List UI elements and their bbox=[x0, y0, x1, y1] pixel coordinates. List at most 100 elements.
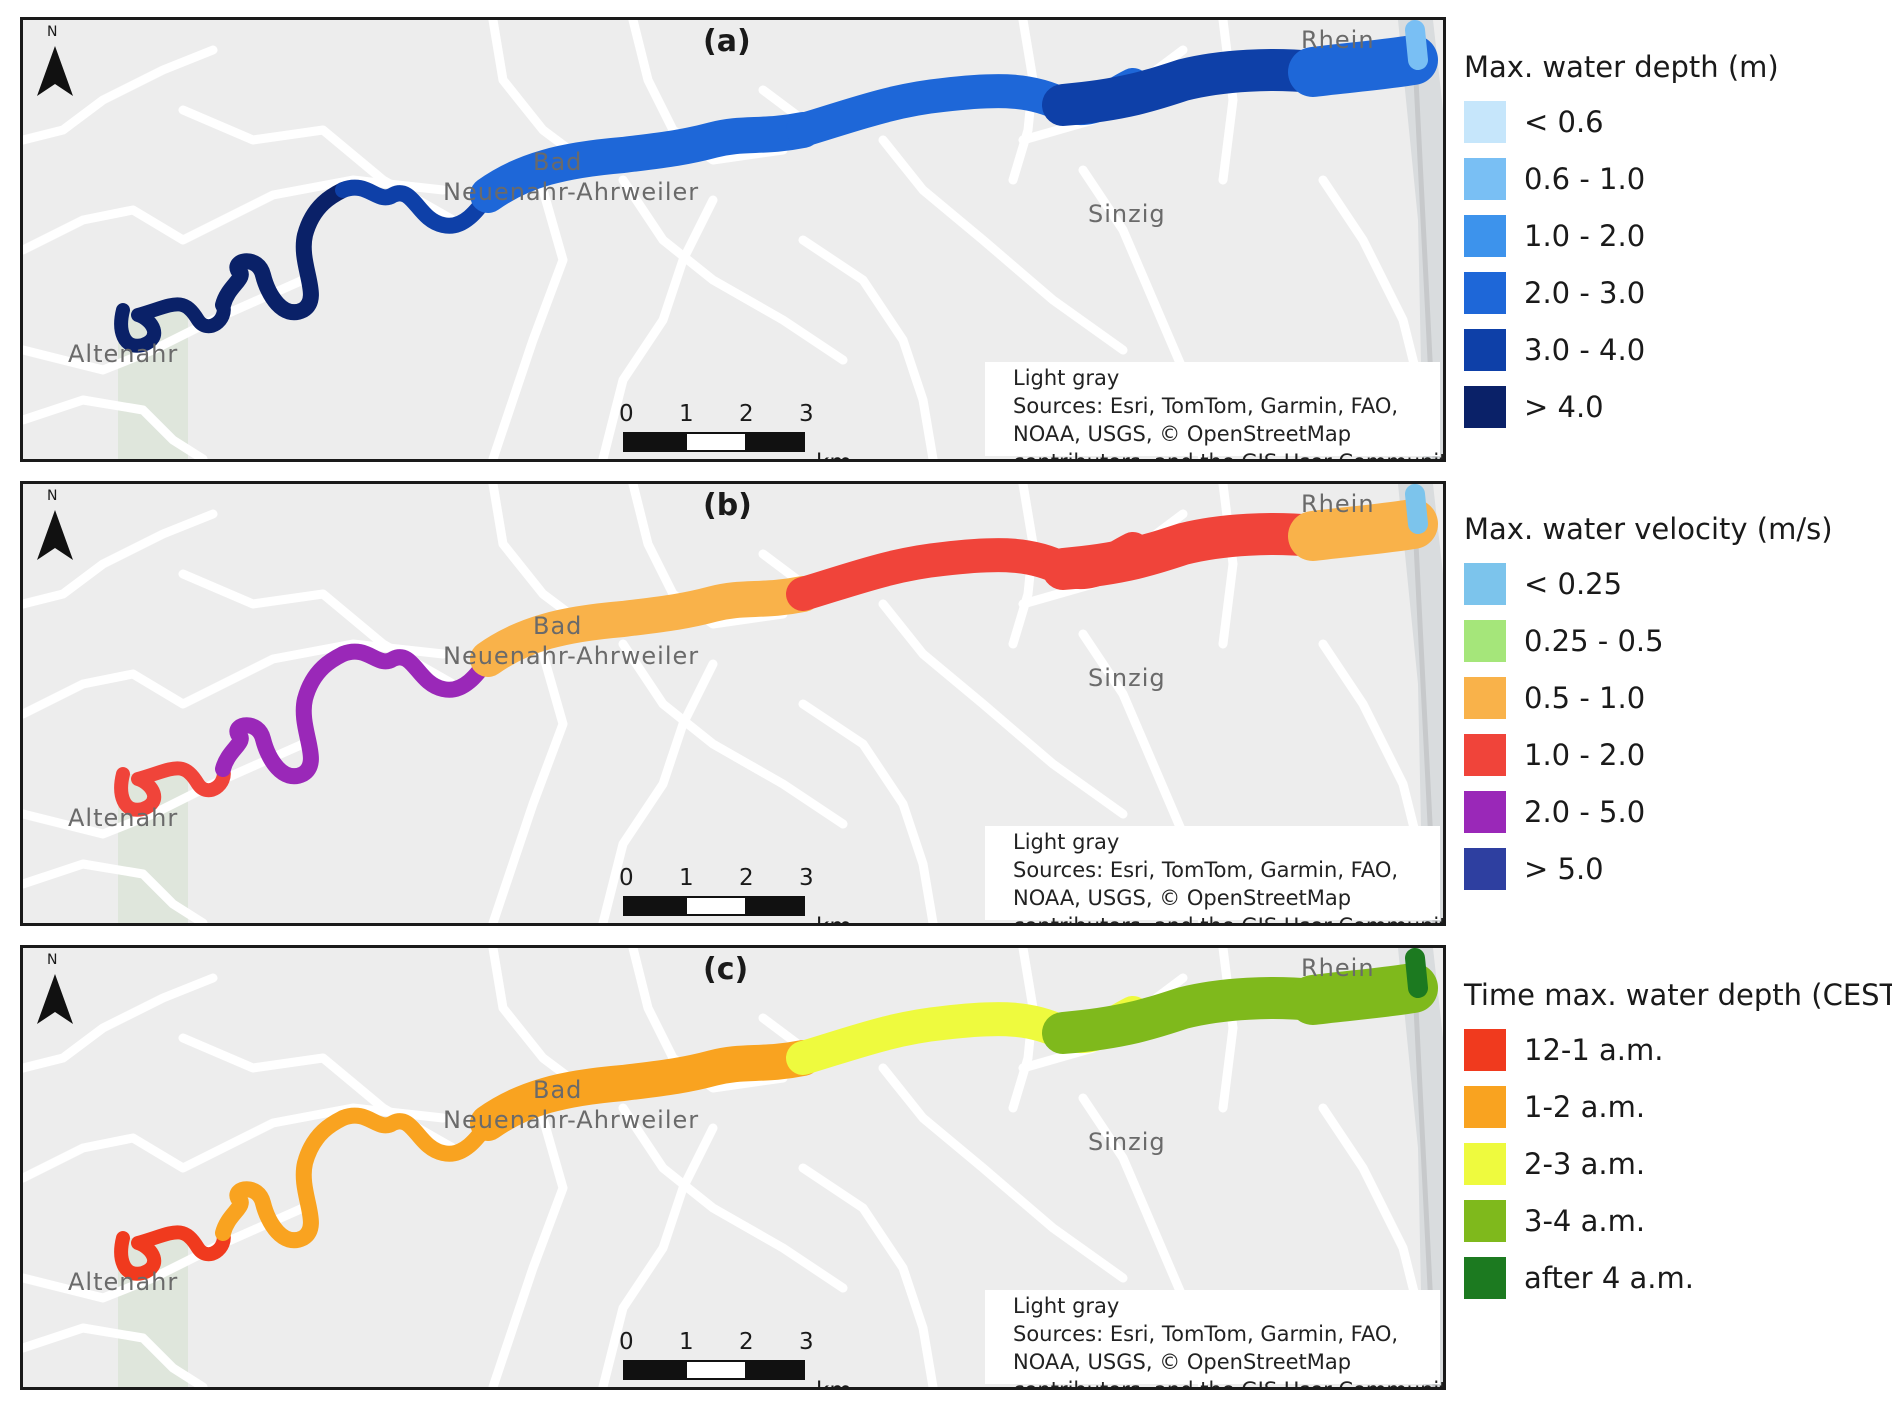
legend-c: Time max. water depth (CEST) 12-1 a.m. 1-2… bbox=[1464, 978, 1892, 1306]
attribution-line3: contributors, and the GIS User Community bbox=[1013, 450, 1446, 462]
legend-label: 12-1 a.m. bbox=[1524, 1032, 1664, 1067]
legend-label: 1.0 - 2.0 bbox=[1524, 218, 1646, 253]
scale-bar bbox=[623, 432, 805, 452]
place-label-altenahr: Altenahr bbox=[68, 1268, 179, 1296]
legend-swatch bbox=[1464, 328, 1506, 371]
legend-label: < 0.6 bbox=[1524, 104, 1604, 139]
legend-item: 1.0 - 2.0 bbox=[1464, 726, 1833, 783]
attribution-line2: NOAA, USGS, © OpenStreetMap bbox=[1013, 422, 1352, 446]
scale-tick-0: 0 bbox=[619, 1329, 634, 1355]
flood-extent bbox=[114, 484, 1438, 817]
legend-label: 3.0 - 4.0 bbox=[1524, 332, 1646, 367]
scale-tick-3: 3 bbox=[799, 401, 814, 427]
attribution-line1: Sources: Esri, TomTom, Garmin, FAO, bbox=[1013, 858, 1399, 882]
legend-swatch bbox=[1464, 733, 1506, 776]
legend-swatch bbox=[1464, 1199, 1506, 1242]
north-arrow-icon bbox=[37, 974, 73, 1024]
attribution: Light gray Sources: Esri, TomTom, Garmin… bbox=[985, 1290, 1443, 1387]
legend-swatch bbox=[1464, 100, 1506, 143]
legend-swatch bbox=[1464, 676, 1506, 719]
scale-tick-3: 3 bbox=[799, 865, 814, 891]
legend-title: Max. water velocity (m/s) bbox=[1464, 512, 1833, 546]
map-panel-a: N (a) Altenahr Bad Neuenahr-Ahrweiler Si… bbox=[20, 17, 1446, 462]
scale-tick-1: 1 bbox=[679, 401, 694, 427]
legend-label: 2.0 - 5.0 bbox=[1524, 794, 1646, 829]
legend-swatch bbox=[1464, 1028, 1506, 1071]
north-arrow-icon bbox=[37, 510, 73, 560]
legend-swatch bbox=[1464, 157, 1506, 200]
map-panel-c: N (c) Altenahr Bad Neuenahr-Ahrweiler Si… bbox=[20, 945, 1446, 1390]
legend-label: 2.0 - 3.0 bbox=[1524, 275, 1646, 310]
attribution: Light gray Sources: Esri, TomTom, Garmin… bbox=[985, 362, 1443, 459]
attribution-basemap: Light gray bbox=[1013, 830, 1120, 854]
legend-item: > 4.0 bbox=[1464, 378, 1779, 435]
legend-label: 3-4 a.m. bbox=[1524, 1203, 1646, 1238]
legend-item: after 4 a.m. bbox=[1464, 1249, 1892, 1306]
place-label-sinzig: Sinzig bbox=[1088, 1128, 1166, 1156]
attribution-line2: NOAA, USGS, © OpenStreetMap bbox=[1013, 886, 1352, 910]
place-label-neuenahr: Neuenahr-Ahrweiler bbox=[443, 642, 700, 670]
place-label-sinzig: Sinzig bbox=[1088, 664, 1166, 692]
place-label-rhein: Rhein bbox=[1301, 26, 1375, 54]
scale-tick-1: 1 bbox=[679, 865, 694, 891]
north-arrow: N bbox=[33, 952, 75, 1032]
legend-item: 3.0 - 4.0 bbox=[1464, 321, 1779, 378]
scale-bar bbox=[623, 1360, 805, 1380]
place-label-altenahr: Altenahr bbox=[68, 804, 179, 832]
legend-item: 1-2 a.m. bbox=[1464, 1078, 1892, 1135]
scale-tick-2: 2 bbox=[739, 865, 754, 891]
legend-item: 2.0 - 3.0 bbox=[1464, 264, 1779, 321]
legend-title: Max. water depth (m) bbox=[1464, 50, 1779, 84]
roads bbox=[23, 484, 1428, 923]
attribution-line1: Sources: Esri, TomTom, Garmin, FAO, bbox=[1013, 394, 1399, 418]
legend-b: Max. water velocity (m/s) < 0.25 0.25 - 0.… bbox=[1464, 512, 1833, 897]
legend-label: 0.5 - 1.0 bbox=[1524, 680, 1646, 715]
attribution-line3: contributors, and the GIS User Community bbox=[1013, 914, 1446, 926]
roads bbox=[23, 948, 1428, 1387]
legend-item: < 0.25 bbox=[1464, 555, 1833, 612]
place-label-bad: Bad bbox=[533, 1076, 583, 1104]
legend-label: 1-2 a.m. bbox=[1524, 1089, 1646, 1124]
legend-label: 1.0 - 2.0 bbox=[1524, 737, 1646, 772]
place-label-altenahr: Altenahr bbox=[68, 340, 179, 368]
place-label-bad: Bad bbox=[533, 612, 583, 640]
legend-swatch bbox=[1464, 385, 1506, 428]
north-arrow-icon bbox=[37, 46, 73, 96]
north-arrow: N bbox=[33, 24, 75, 104]
attribution: Light gray Sources: Esri, TomTom, Garmin… bbox=[985, 826, 1443, 923]
legend-item: > 5.0 bbox=[1464, 840, 1833, 897]
flood-extent bbox=[114, 20, 1438, 353]
flood-extent bbox=[114, 948, 1438, 1281]
place-label-sinzig: Sinzig bbox=[1088, 200, 1166, 228]
legend-item: 0.6 - 1.0 bbox=[1464, 150, 1779, 207]
legend-swatch bbox=[1464, 790, 1506, 833]
panel-label: (a) bbox=[703, 24, 751, 59]
map-panel-b: N (b) Altenahr Bad Neuenahr-Ahrweiler Si… bbox=[20, 481, 1446, 926]
panel-label: (c) bbox=[703, 952, 749, 987]
legend-swatch bbox=[1464, 619, 1506, 662]
legend-title: Time max. water depth (CEST) bbox=[1464, 978, 1892, 1012]
legend-item: 2-3 a.m. bbox=[1464, 1135, 1892, 1192]
scale-tick-2: 2 bbox=[739, 401, 754, 427]
attribution-line2: NOAA, USGS, © OpenStreetMap bbox=[1013, 1350, 1352, 1374]
scale-tick-3: 3 bbox=[799, 1329, 814, 1355]
scale-tick-1: 1 bbox=[679, 1329, 694, 1355]
legend-item: 1.0 - 2.0 bbox=[1464, 207, 1779, 264]
legend-label: < 0.25 bbox=[1524, 566, 1623, 601]
north-arrow: N bbox=[33, 488, 75, 568]
legend-label: 2-3 a.m. bbox=[1524, 1146, 1646, 1181]
place-label-neuenahr: Neuenahr-Ahrweiler bbox=[443, 178, 700, 206]
legend-item: 0.25 - 0.5 bbox=[1464, 612, 1833, 669]
attribution-basemap: Light gray bbox=[1013, 1294, 1120, 1318]
scale-unit: km bbox=[816, 1378, 852, 1387]
scale-tick-0: 0 bbox=[619, 865, 634, 891]
legend-item: 12-1 a.m. bbox=[1464, 1021, 1892, 1078]
basemap bbox=[23, 20, 1443, 459]
place-label-neuenahr: Neuenahr-Ahrweiler bbox=[443, 1106, 700, 1134]
roads bbox=[23, 20, 1428, 459]
legend-label: > 4.0 bbox=[1524, 389, 1604, 424]
legend-item: 2.0 - 5.0 bbox=[1464, 783, 1833, 840]
scale-unit: km bbox=[816, 914, 852, 923]
legend-label: 0.25 - 0.5 bbox=[1524, 623, 1664, 658]
place-label-rhein: Rhein bbox=[1301, 490, 1375, 518]
